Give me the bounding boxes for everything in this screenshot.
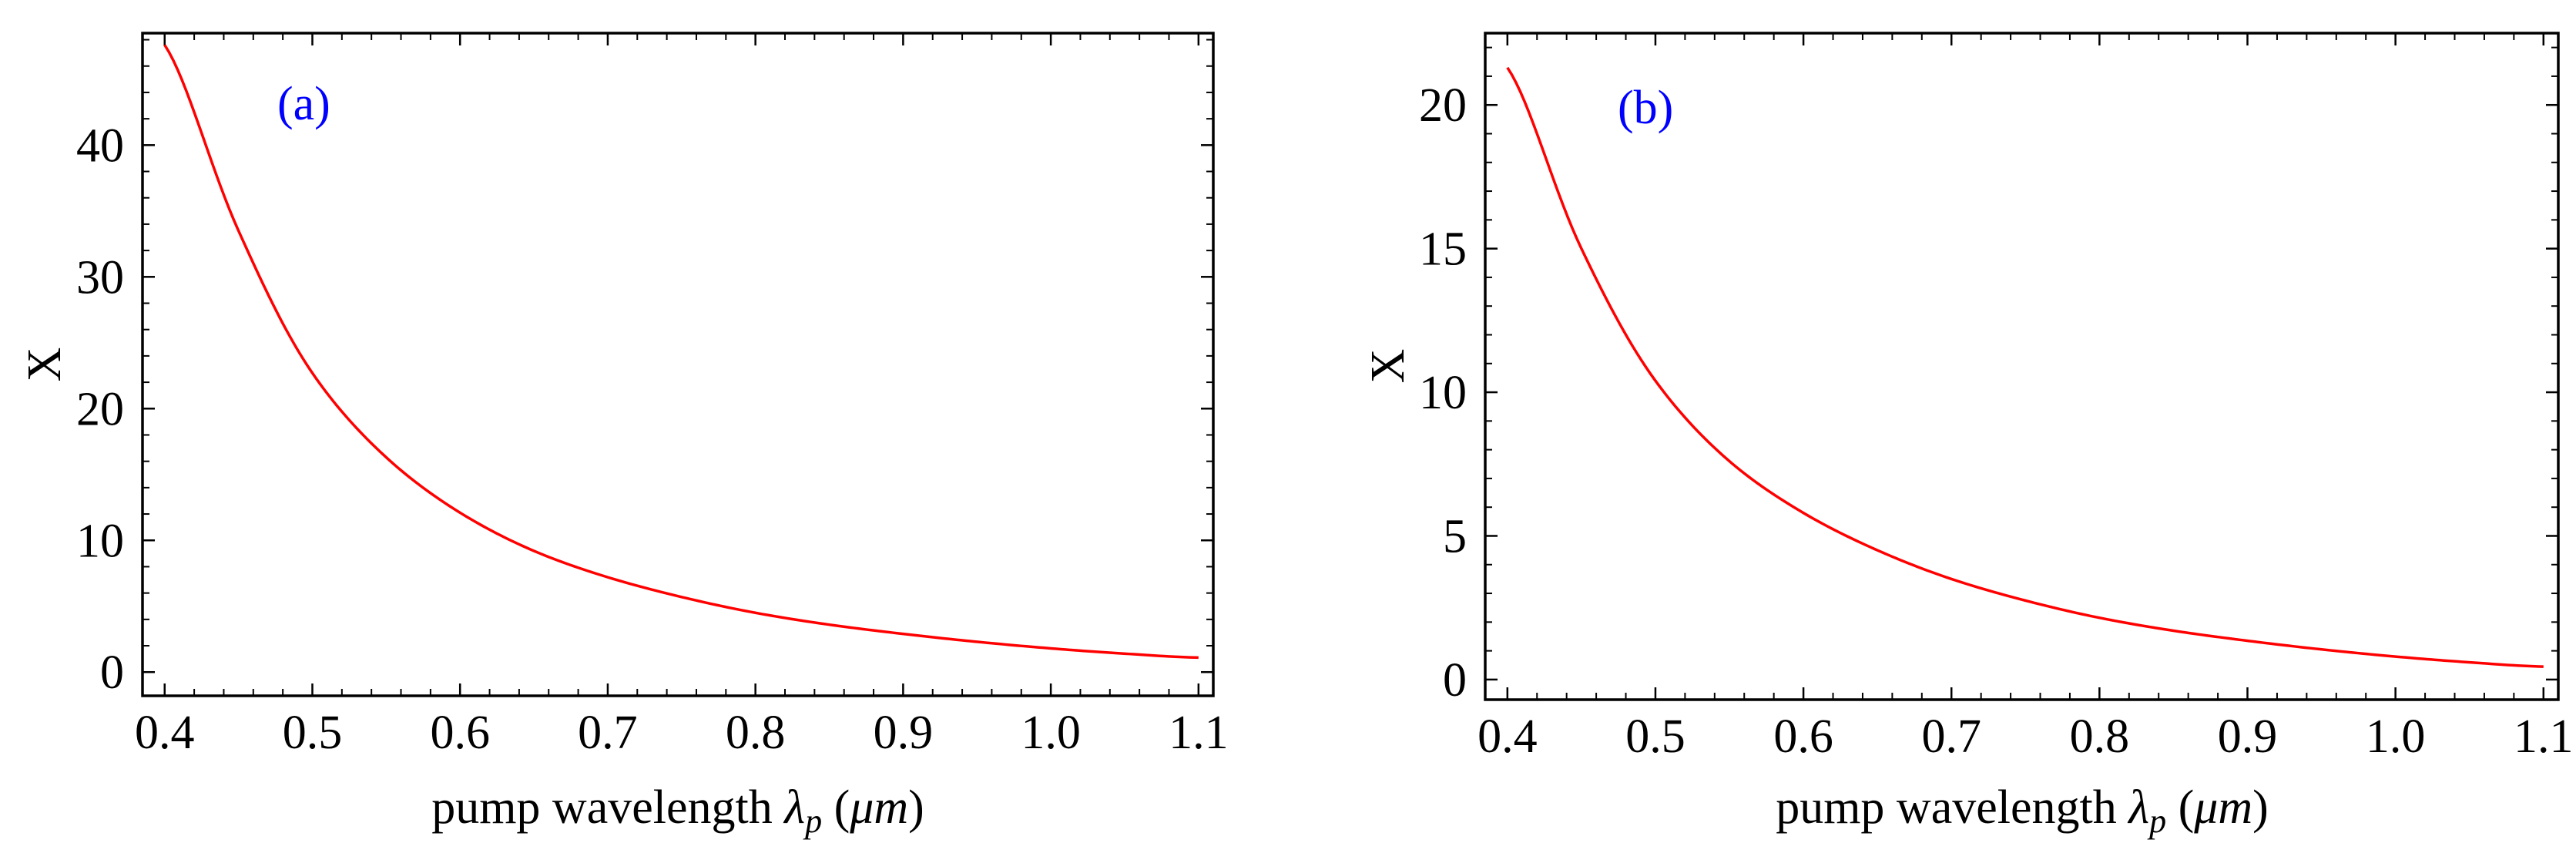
series-line-a [163,44,1199,660]
y-tick-label: 0 [1443,654,1467,707]
series-line-b [1506,66,2544,668]
x-tick-label: 0.7 [1921,710,1981,763]
y-axis-label-a: X [18,348,71,382]
x-tick-label: 1.1 [2514,710,2574,763]
y-tick-label: 30 [76,251,124,304]
x-tick-label: 1.1 [1169,707,1229,759]
y-tick-label: 20 [76,383,124,435]
panel-label-b: (b) [1618,82,1673,134]
x-tick-label: 1.0 [1021,707,1081,759]
x-axis-label-text: pump wavelength [1776,781,2128,834]
x-tick-label: 0.9 [874,707,934,759]
x-tick-label: 0.6 [430,707,490,759]
x-axis-label-paren-close: ) [908,781,924,834]
x-axis-label-paren-open: ( [2166,781,2194,834]
major-ticks-a [143,33,1213,696]
x-axis-label-unit: μm [849,781,908,834]
x-axis-label-a: pump wavelength λp (μm) [431,781,924,840]
x-tick-label: 0.5 [283,707,343,759]
x-tick-label: 0.8 [2070,710,2130,763]
y-tick-label: 5 [1443,510,1467,563]
y-tick-label: 15 [1419,223,1467,276]
tick-labels-b: 0.4 0.5 0.6 0.7 0.8 0.9 1.0 1.1 0 5 10 15 20 [1419,79,2574,763]
y-tick-label: 40 [76,119,124,172]
x-tick-label: 0.9 [2218,710,2278,763]
x-tick-label: 0.4 [1478,710,1538,763]
x-tick-label: 0.4 [135,707,195,759]
x-axis-label-b: pump wavelength λp (μm) [1776,781,2269,840]
x-axis-label-symbol: λ [2127,781,2149,834]
x-axis-label-unit: μm [2193,781,2252,834]
x-tick-label: 0.6 [1773,710,1833,763]
y-tick-label: 10 [1419,367,1467,419]
x-tick-label: 0.8 [726,707,786,759]
x-tick-label: 1.0 [2366,710,2426,763]
y-tick-label: 20 [1419,79,1467,132]
x-axis-label-symbol: λ [783,781,805,834]
major-ticks-b [1485,33,2558,700]
x-axis-label-paren-close: ) [2252,781,2269,834]
y-tick-label: 0 [100,646,124,699]
plot-frame-b [1484,32,2560,701]
x-axis-label-text: pump wavelength [431,781,784,834]
y-axis-label-b: X [1362,349,1414,384]
x-tick-label: 0.5 [1625,710,1685,763]
chart-panel-b: 0.4 0.5 0.6 0.7 0.8 0.9 1.0 1.1 0 5 10 15 20 (b) X p… [1362,32,2574,840]
x-tick-label: 0.7 [578,707,638,759]
x-axis-label-paren-open: ( [822,781,850,834]
panel-label-a: (a) [277,78,330,130]
plot-frame-a [141,32,1215,697]
x-axis-label-subscript: p [803,802,822,840]
tick-labels-a: 0.4 0.5 0.6 0.7 0.8 0.9 1.0 1.1 0 10 20 30 40 [76,119,1229,759]
x-axis-label-subscript: p [2147,802,2166,840]
y-tick-label: 10 [76,515,124,567]
